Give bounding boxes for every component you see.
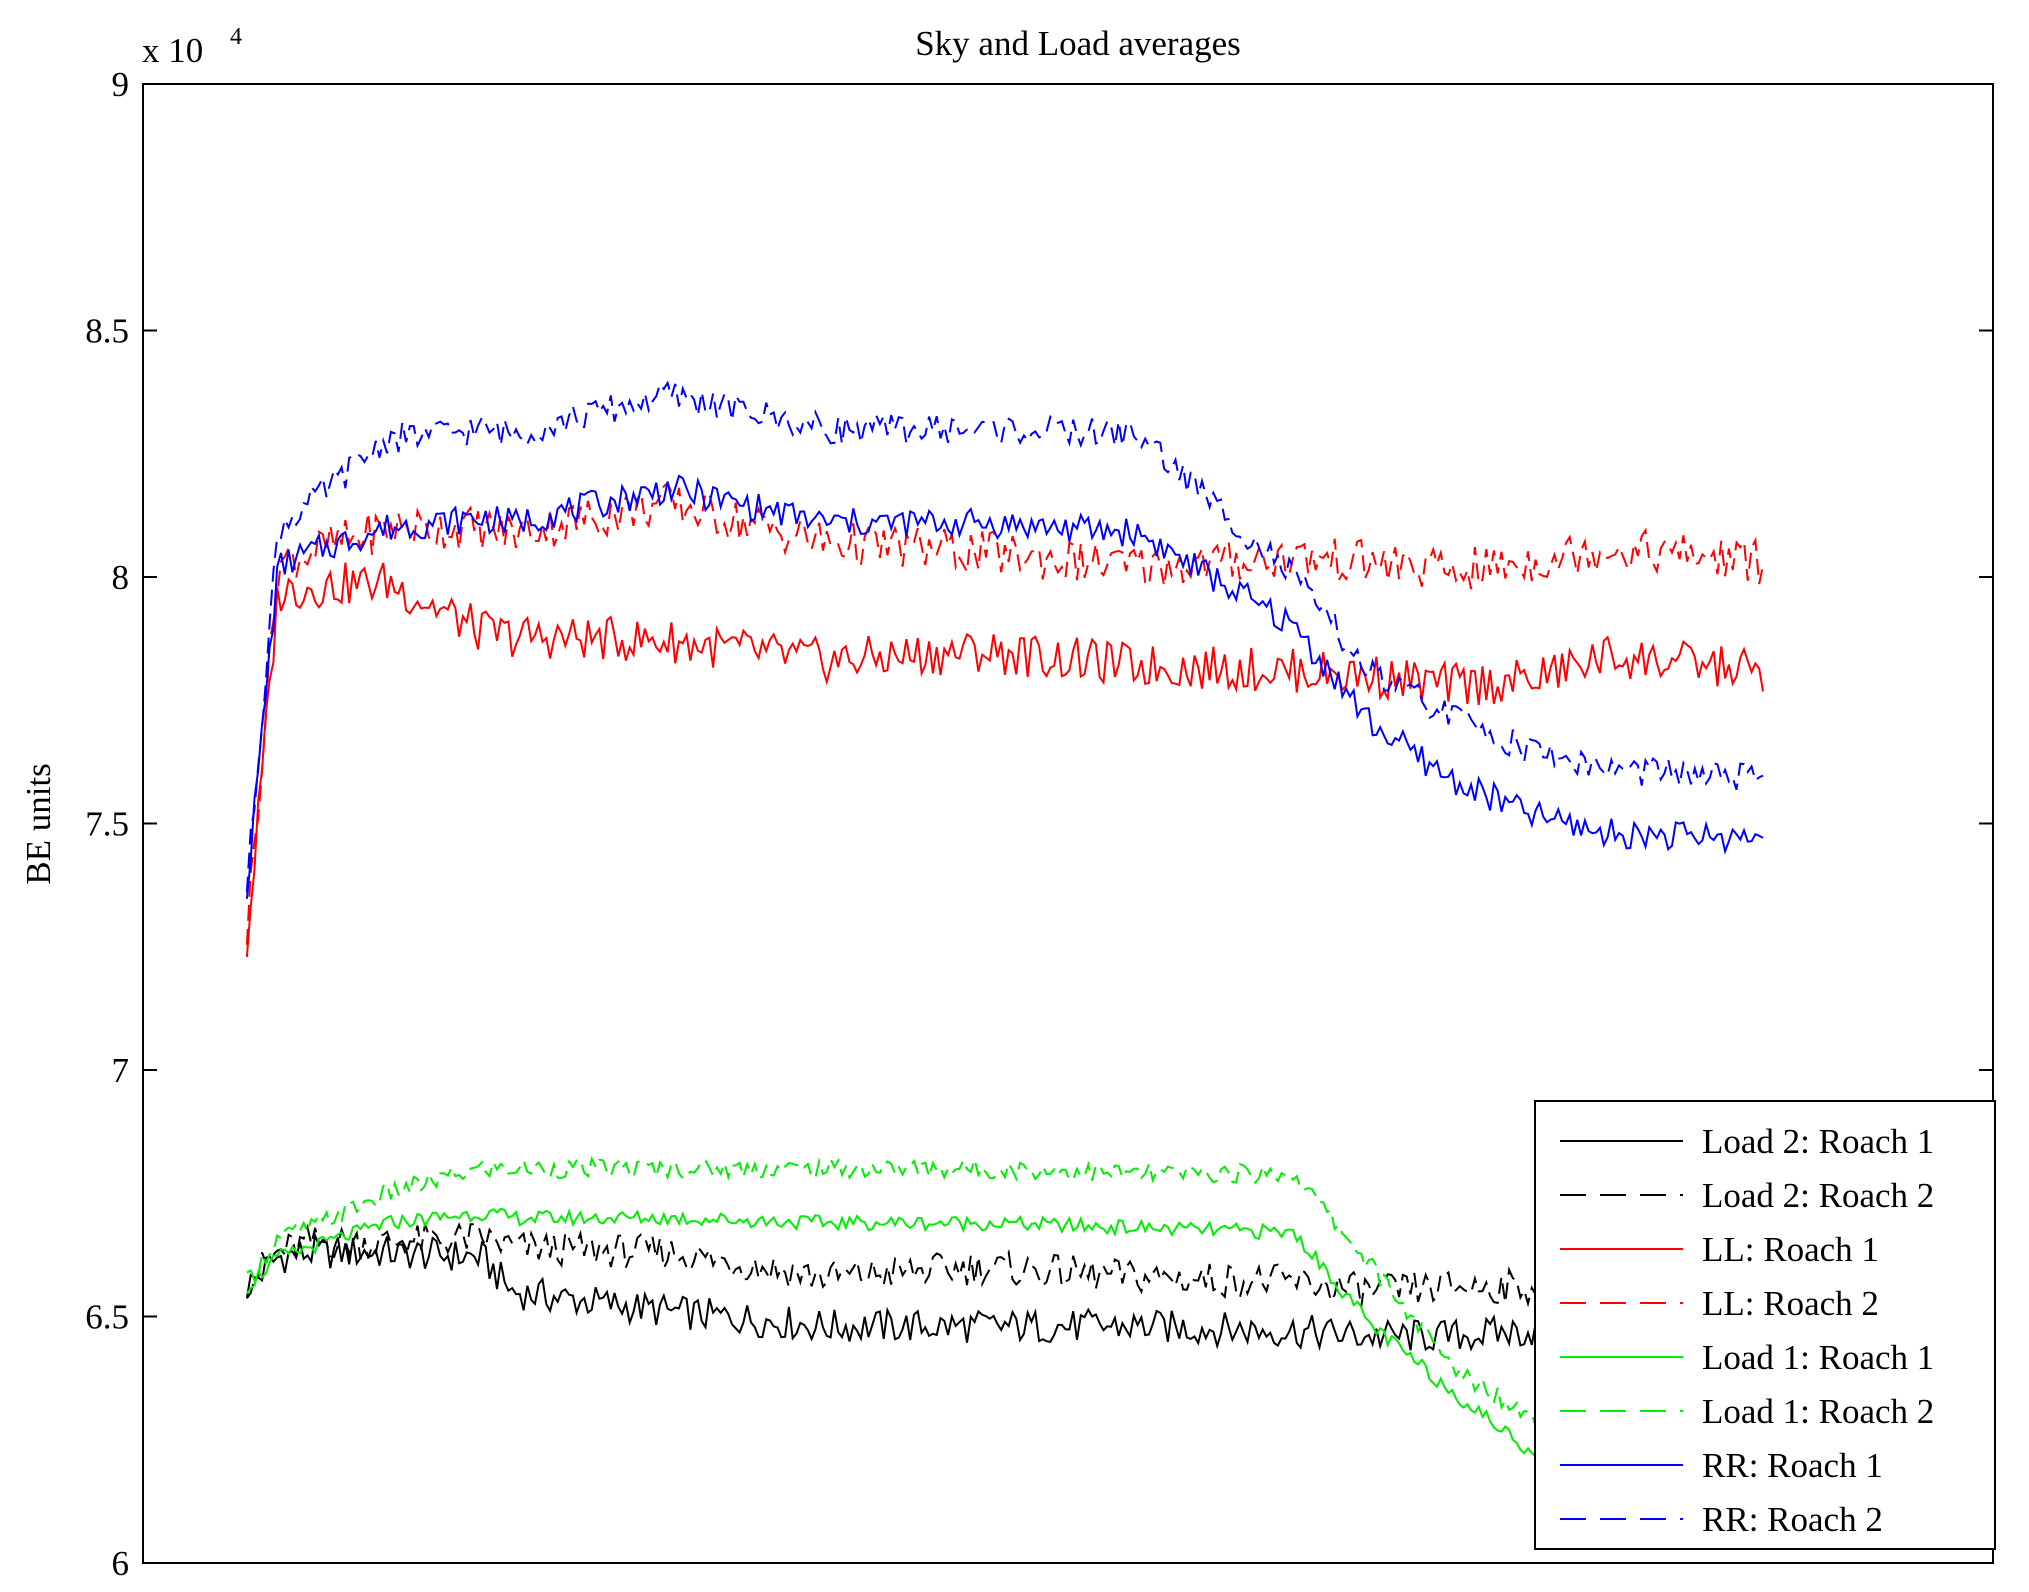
series-line-3	[245, 562, 1764, 958]
legend: Load 2: Roach 1 Load 2: Roach 2 LL: Roach …	[1534, 1100, 1996, 1550]
y-tick-label: 7	[112, 1051, 130, 1090]
chart-title: Sky and Load averages	[915, 24, 1241, 63]
legend-label: Load 1: Roach 2	[1702, 1392, 1934, 1431]
legend-box	[1534, 1100, 1996, 1550]
legend-label: Load 1: Roach 1	[1702, 1338, 1934, 1377]
legend-label: LL: Roach 2	[1702, 1284, 1879, 1323]
y-axis-label: BE units	[19, 763, 58, 885]
series-layer	[245, 380, 1764, 1490]
legend-label: RR: Roach 1	[1702, 1446, 1883, 1485]
plot-frame	[142, 83, 1994, 1564]
legend-label: LL: Roach 1	[1702, 1230, 1879, 1269]
y-tick-label: 9	[112, 65, 130, 104]
series-line-2	[246, 1222, 1764, 1308]
y-tick-label: 7.5	[85, 805, 129, 844]
y-exponent-power: 4	[230, 24, 242, 50]
y-tick-label: 6.5	[85, 1298, 129, 1337]
legend-entries: Load 2: Roach 1 Load 2: Roach 2 LL: Roach …	[1560, 1122, 1934, 1539]
legend-label: RR: Roach 2	[1702, 1500, 1883, 1539]
series-line-5	[246, 1207, 1764, 1490]
y-tick-label: 6	[112, 1544, 130, 1583]
legend-label: Load 2: Roach 2	[1702, 1176, 1934, 1215]
legend-label: Load 2: Roach 1	[1702, 1122, 1934, 1161]
y-tick-label: 8	[112, 558, 130, 597]
y-tick-label: 8.5	[85, 312, 129, 351]
series-line-1	[245, 1231, 1764, 1352]
series-line-6	[246, 1155, 1764, 1449]
series-line-4	[245, 481, 1764, 945]
series-line-7	[245, 474, 1764, 899]
series-line-8	[245, 380, 1764, 893]
y-exponent-base: x 10	[142, 31, 203, 70]
